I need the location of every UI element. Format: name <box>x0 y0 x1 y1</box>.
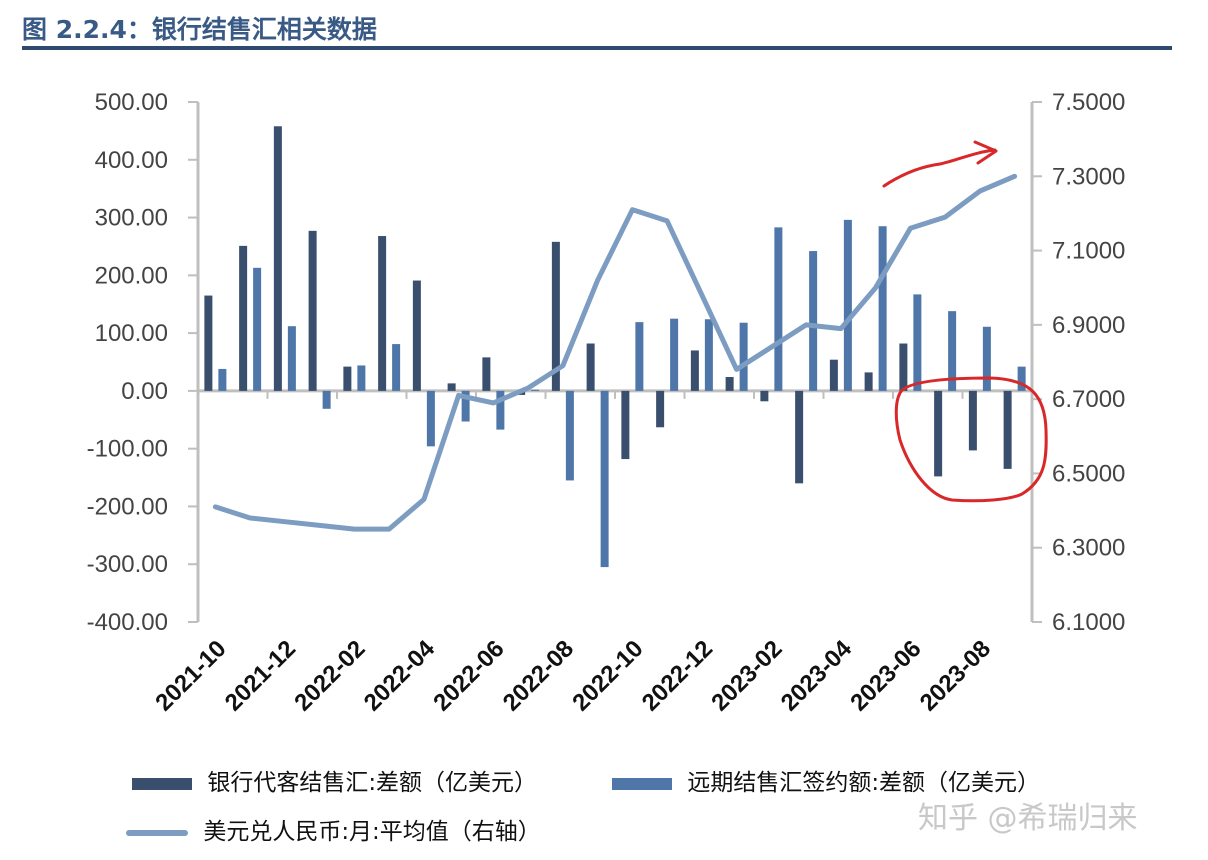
bar-series-1-2023-04 <box>829 359 838 391</box>
x-tick-label: 2022-04 <box>359 635 441 717</box>
bar-series-1-2022-01 <box>308 230 317 391</box>
x-tick-label: 2023-06 <box>845 635 926 716</box>
bar-series-2-2022-05 <box>461 390 470 422</box>
left-tick-label: 200.00 <box>95 262 168 289</box>
bar-series-1-2022-05 <box>447 383 456 391</box>
legend-swatch-series-3 <box>126 829 188 836</box>
x-tick-label: 2023-02 <box>706 635 787 716</box>
legend-series-2: 远期结售汇签约额:差额（亿美元） <box>612 763 1040 797</box>
bar-series-2-2022-10 <box>635 322 644 391</box>
bar-series-2-2023-04 <box>843 219 852 391</box>
left-tick-label: 300.00 <box>95 205 168 232</box>
legend-label-series-1: 银行代客结售汇:差额（亿美元） <box>207 770 538 796</box>
right-tick-label: 7.5000 <box>1052 89 1125 116</box>
bar-series-1-2023-02 <box>760 390 769 402</box>
left-tick-label: -400.00 <box>87 609 168 636</box>
legend-label-series-2: 远期结售汇签约额:差额（亿美元） <box>687 770 1041 796</box>
left-tick-label: 500.00 <box>95 89 168 116</box>
bar-series-1-2022-12 <box>690 350 699 391</box>
bar-series-2-2022-02 <box>357 365 366 391</box>
bar-series-2-2023-09 <box>1017 366 1026 391</box>
bar-series-2-2023-08 <box>982 326 991 391</box>
left-tick-label: 0.00 <box>121 378 168 405</box>
x-tick-label: 2023-08 <box>915 635 996 716</box>
bar-series-1-2022-04 <box>412 280 421 391</box>
left-tick-label: -200.00 <box>87 493 168 520</box>
bar-series-1-2023-08 <box>968 390 977 451</box>
legend-swatch-series-1 <box>132 777 192 790</box>
right-tick-label: 6.7000 <box>1052 386 1125 413</box>
bar-series-2-2022-01 <box>322 390 331 409</box>
bar-series-2-2022-08 <box>565 390 574 481</box>
bar-series-1-2023-06 <box>899 343 908 391</box>
bar-series-1-2022-09 <box>586 343 595 391</box>
bar-series-1-2023-07 <box>934 390 943 477</box>
bar-series-2-2021-11 <box>253 267 262 391</box>
x-tick-label: 2023-04 <box>776 635 858 717</box>
annotation-arrow <box>882 140 998 188</box>
legend-label-series-3: 美元兑人民币:月:平均值（右轴） <box>203 819 541 845</box>
left-tick-label: 100.00 <box>95 320 168 347</box>
x-tick-label: 2021-10 <box>150 635 231 716</box>
bar-series-1-2023-09 <box>1003 390 1012 469</box>
legend-series-1: 银行代客结售汇:差额（亿美元） <box>132 763 537 797</box>
usd-cny-line <box>212 173 1018 532</box>
x-tick-label: 2022-06 <box>428 635 509 716</box>
bar-series-1-2023-03 <box>795 390 804 484</box>
bar-series-1-2021-11 <box>239 245 248 391</box>
bar-series-1-2022-03 <box>378 236 387 391</box>
x-tick-label: 2021-12 <box>220 635 301 716</box>
bar-series-2-2023-06 <box>913 294 922 391</box>
figure-title: 图 2.2.4：银行结售汇相关数据 <box>22 15 377 44</box>
bar-series-1-2021-10 <box>204 295 213 391</box>
bar-series-2-2022-09 <box>600 390 609 568</box>
x-tick-label: 2022-10 <box>567 635 648 716</box>
legend-series-3: 美元兑人民币:月:平均值（右轴） <box>126 812 541 846</box>
line-series <box>212 173 1018 532</box>
title-rule <box>22 46 1172 50</box>
hand-annotations <box>882 140 1048 503</box>
bar-series-2-2023-02 <box>774 227 783 391</box>
legend-swatch-series-2 <box>612 777 672 790</box>
right-tick-label: 7.1000 <box>1052 238 1125 265</box>
bar-series-2-2022-07 <box>531 389 540 391</box>
right-tick-label: 6.1000 <box>1052 609 1125 636</box>
bar-series-1-2023-01 <box>725 377 734 391</box>
bar-series-1-2022-11 <box>656 390 665 428</box>
right-tick-label: 6.5000 <box>1052 460 1125 487</box>
bar-series-1-2021-12 <box>273 126 282 391</box>
bar-series-2-2022-12 <box>704 319 713 391</box>
bar-series-2-2022-06 <box>496 390 505 430</box>
bar-series-2-2023-03 <box>809 251 818 391</box>
annotation-circle <box>894 376 1048 503</box>
left-tick-label: 400.00 <box>95 147 168 174</box>
bar-series-2-2023-07 <box>948 311 957 391</box>
x-tick-label: 2022-02 <box>289 635 370 716</box>
bar-series-2-2022-03 <box>392 344 401 391</box>
bar-series-2-2023-01 <box>739 322 748 391</box>
bar-series-1-2022-08 <box>551 241 560 391</box>
bar-series-1-2022-10 <box>621 390 630 460</box>
watermark: 知乎 @希瑞归来 <box>918 801 1138 836</box>
x-tick-label: 2022-12 <box>637 635 718 716</box>
bar-series-1-2023-05 <box>864 372 873 391</box>
bar-series-1-2022-02 <box>343 366 352 391</box>
bar-series-2-2023-05 <box>878 226 887 391</box>
bar-series-2-2021-12 <box>287 326 296 391</box>
right-tick-label: 7.3000 <box>1052 163 1125 190</box>
bar-series-2-2022-11 <box>670 318 679 391</box>
bar-series <box>204 126 1026 568</box>
x-tick-label: 2022-08 <box>498 635 579 716</box>
bar-series-2-2022-04 <box>426 390 435 447</box>
right-tick-label: 6.3000 <box>1052 535 1125 562</box>
bar-series-1-2022-06 <box>482 357 491 391</box>
bar-series-2-2021-10 <box>218 368 227 391</box>
left-tick-label: -300.00 <box>87 551 168 578</box>
left-tick-label: -100.00 <box>87 436 168 463</box>
right-tick-label: 6.9000 <box>1052 312 1125 339</box>
